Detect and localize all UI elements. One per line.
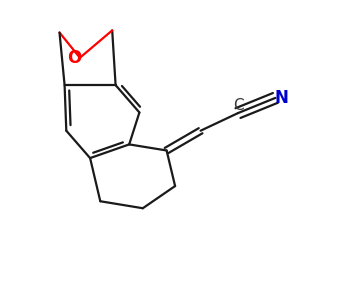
Text: N: N [275, 89, 288, 107]
Text: C: C [233, 98, 244, 113]
Text: O: O [67, 49, 81, 67]
